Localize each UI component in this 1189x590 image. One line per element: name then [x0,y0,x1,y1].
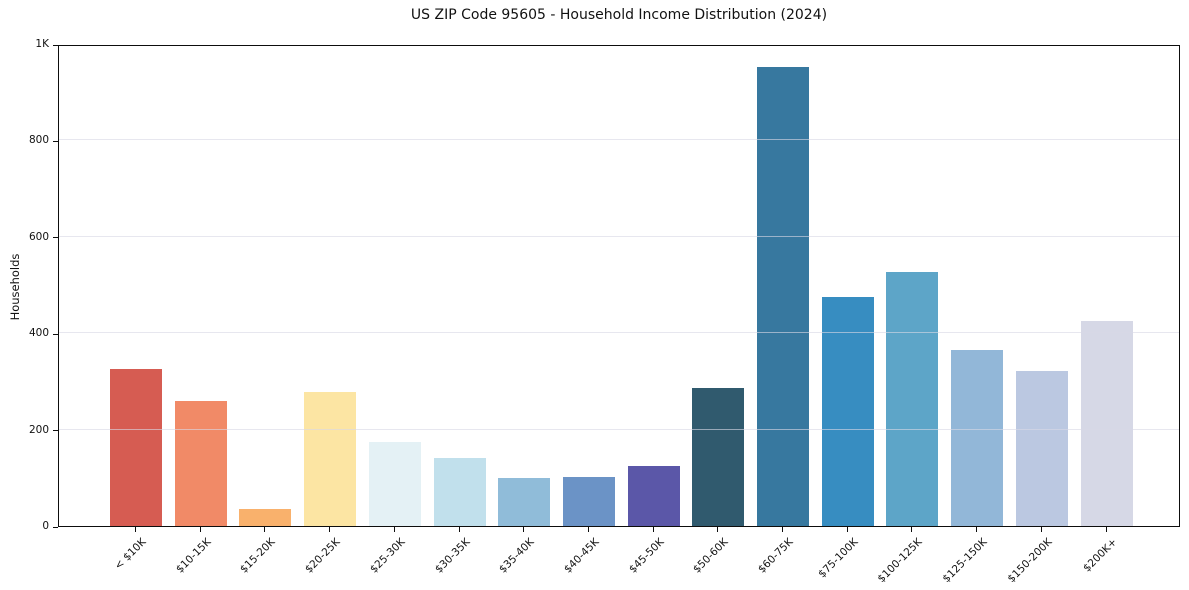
plot-area [58,45,1180,527]
x-tick-mark [846,527,848,532]
x-tick-label: $15-20K [238,536,278,576]
x-tick-label: $125-150K [940,536,990,586]
chart-title: US ZIP Code 95605 - Household Income Dis… [410,7,828,23]
x-tick-mark [717,527,719,532]
x-tick-mark [523,527,525,532]
x-tick-mark [1040,527,1042,532]
bar-$20-25K [304,392,357,526]
x-tick-label: $60-75K [755,536,796,576]
x-tick-label: $30-35K [432,536,472,576]
x-tick-label: $25-30K [367,536,408,576]
bar-$50-60K [692,388,745,526]
x-tick-mark [393,527,395,532]
x-tick-mark [329,527,331,532]
gridline-400 [59,332,1179,334]
y-tick-mark [53,333,58,335]
gridline-800 [59,139,1179,141]
x-tick-mark [264,527,266,532]
bar-$35-40K [498,477,551,526]
gridline-200 [59,428,1179,430]
x-tick-label: $200K+ [1080,536,1119,575]
bar-$60-75K [757,66,809,526]
x-tick-mark [911,527,913,532]
gridline-600 [59,235,1179,237]
bar-$45-50K [627,466,680,526]
y-tick-label: 1K [35,38,49,50]
x-tick-mark [587,527,589,532]
y-tick-mark [53,140,58,142]
bar-$15-20K [239,508,292,526]
y-tick-label: 0 [42,520,49,532]
x-tick-mark [1105,527,1107,532]
x-tick-mark [652,527,654,532]
y-tick-label: 800 [28,134,49,147]
x-tick-label: $150-200K [1005,536,1055,586]
bar-$25-30K [368,441,421,526]
bar-$75-100K [821,297,874,526]
y-tick-mark [53,44,58,46]
bar-$40-45K [562,476,615,526]
y-tick-mark [53,430,58,432]
y-tick-mark [53,237,58,239]
y-tick-label: 600 [28,230,49,243]
bar-$125-150K [951,350,1004,526]
bar-$100-125K [886,271,939,526]
x-tick-label: $45-50K [626,536,667,576]
x-tick-mark [458,527,460,532]
bar-< $10K [110,369,162,526]
x-tick-mark [976,527,978,532]
y-axis-label: Households [8,253,22,321]
bar-$150-200K [1015,370,1068,526]
x-tick-label: < $10K [112,536,149,573]
x-tick-mark [782,527,783,532]
x-tick-label: $50-60K [691,536,731,576]
bar-$30-35K [433,458,486,526]
bar-$200K+ [1080,321,1133,526]
y-tick-label: 200 [28,423,49,436]
y-tick-label: 400 [28,327,49,340]
bar-$10-15K [174,400,227,526]
x-tick-label: $20-25K [302,536,343,576]
y-tick-mark [53,526,58,528]
x-tick-label: $10-15K [173,536,214,576]
x-tick-label: $75-100K [815,536,861,581]
x-tick-label: $35-40K [497,536,537,576]
x-tick-label: $40-45K [561,536,602,576]
x-tick-label: $100-125K [875,536,925,586]
x-tick-mark [135,527,136,532]
x-tick-mark [199,527,201,532]
